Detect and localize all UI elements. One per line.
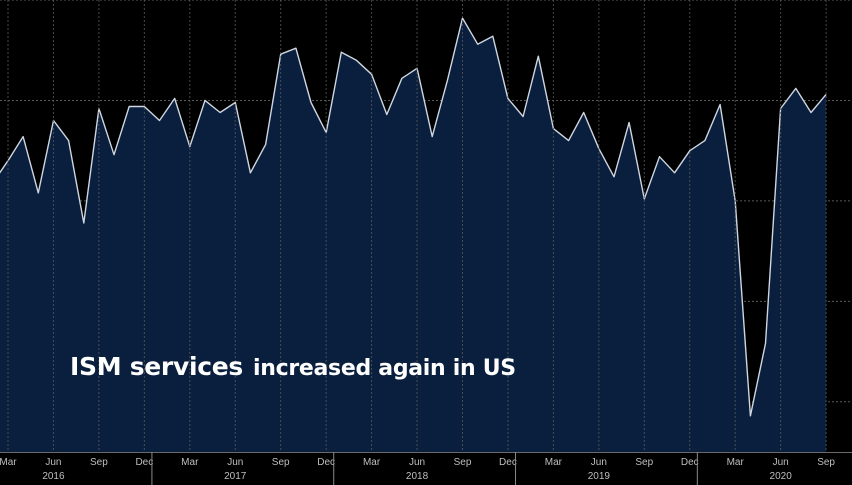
x-tick-label-7: Dec <box>317 457 335 468</box>
year-label-2017: 2017 <box>224 471 247 482</box>
series-area <box>0 17 827 452</box>
x-tick-label-15: Dec <box>681 457 699 468</box>
x-tick-label-13: Jun <box>591 457 607 468</box>
x-tick-label-14: Sep <box>635 457 653 468</box>
x-tick-label-12: Mar <box>545 457 563 468</box>
x-tick-label-3: Dec <box>135 457 153 468</box>
series-line <box>0 17 827 417</box>
x-tick-label-16: Mar <box>727 457 745 468</box>
year-label-2016: 2016 <box>42 471 65 482</box>
x-tick-label-6: Sep <box>272 457 290 468</box>
x-tick-label-18: Sep <box>817 457 835 468</box>
x-tick-label-17: Jun <box>773 457 789 468</box>
chart-annotation: ISM services increased again in US <box>70 352 516 381</box>
x-tick-label-9: Jun <box>409 457 425 468</box>
x-tick-label-8: Mar <box>363 457 381 468</box>
x-tick-label-1: Jun <box>45 457 61 468</box>
x-tick-label-4: Mar <box>181 457 199 468</box>
year-label-2018: 2018 <box>406 471 429 482</box>
vertical-gridlines <box>7 0 827 452</box>
x-tick-label-0: Mar <box>0 457 17 468</box>
area-fill <box>0 18 827 452</box>
x-tick-label-2: Sep <box>90 457 108 468</box>
x-tick-label-10: Sep <box>454 457 472 468</box>
year-label-2019: 2019 <box>588 471 611 482</box>
x-tick-label-11: Dec <box>499 457 517 468</box>
x-axis: Mar Jun Sep Dec Mar Jun Sep Dec Mar Jun Sep Dec Mar J… <box>0 452 852 485</box>
annotation-part-1: ISM services <box>70 352 243 381</box>
year-label-2020: 2020 <box>770 471 793 482</box>
x-axis-band <box>0 452 852 485</box>
x-tick-label-5: Jun <box>227 457 243 468</box>
annotation-part-2: increased again in US <box>252 356 516 381</box>
